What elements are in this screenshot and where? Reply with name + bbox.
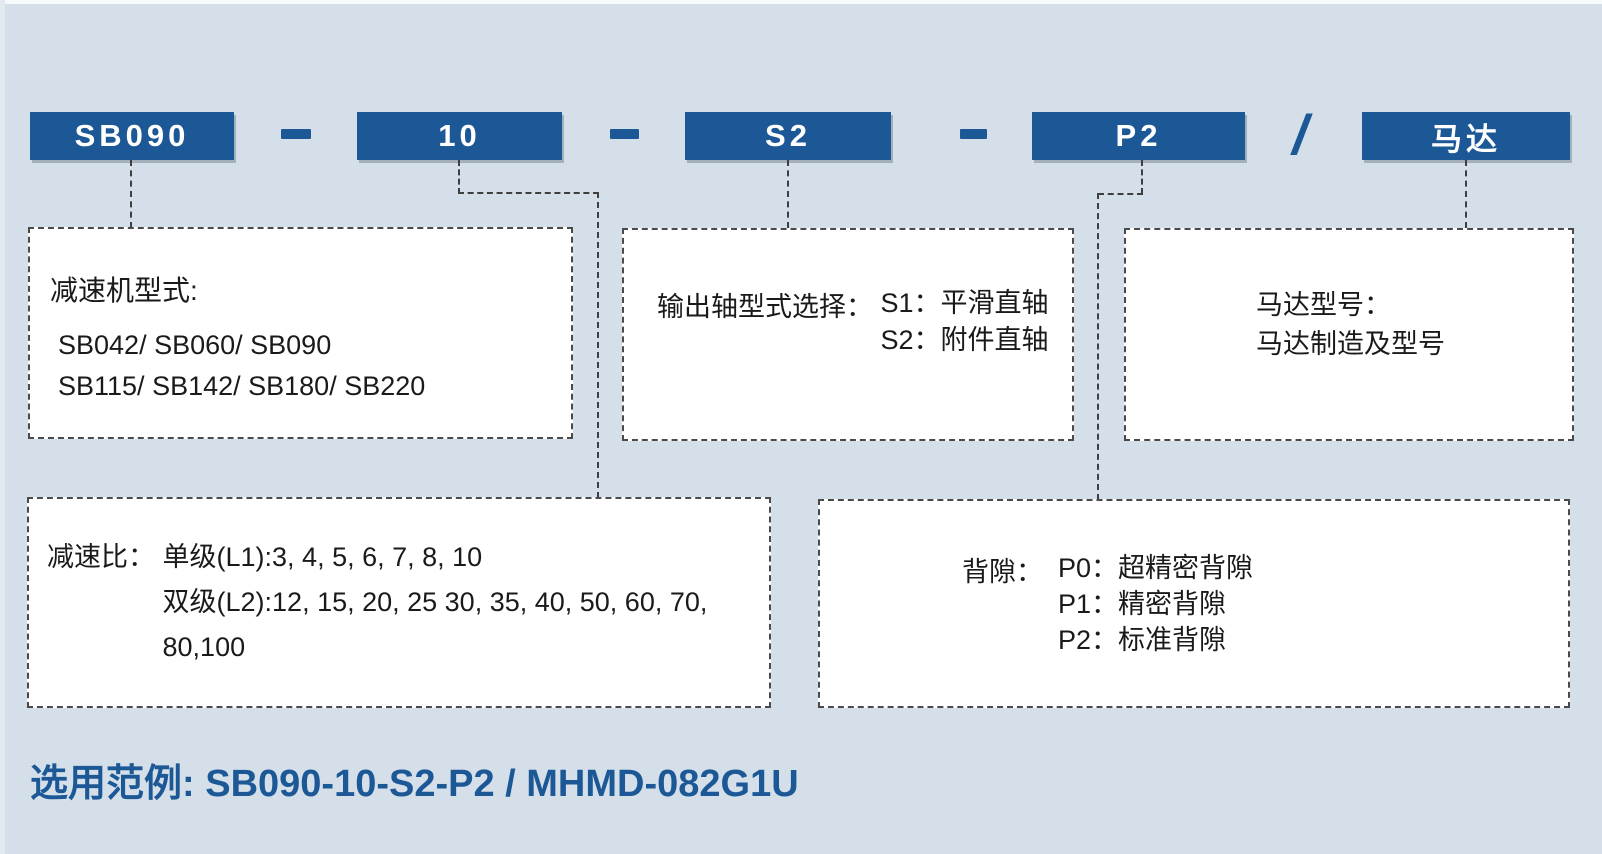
selection-example: 选用范例: SB090-10-S2-P2 / MHMD-082G1U	[30, 752, 799, 807]
ratio-single-stage: 单级(L1):3, 4, 5, 6, 7, 8, 10	[162, 542, 483, 572]
backlash-option: P0：超精密背隙	[1058, 552, 1254, 583]
callout-output-shaft: 输出轴型式选择： S1：平滑直轴 S2：附件直轴	[622, 228, 1074, 441]
selection-example-value: SB090-10-S2-P2 / MHMD-082G1U	[205, 763, 799, 805]
connector-ratio-v2	[597, 192, 599, 498]
code-box-motor: 马达	[1362, 112, 1570, 160]
gear-series-line: SB042/ SB060/ SB090	[58, 330, 332, 360]
code-box-shaft: S2	[685, 112, 891, 160]
output-shaft-label: 输出轴型式选择：	[657, 291, 881, 322]
separator-dash-3	[960, 129, 987, 139]
connector-shaft	[787, 160, 789, 228]
ratio-label: 减速比：	[47, 542, 163, 572]
callout-motor: 马达型号： 马达制造及型号	[1124, 228, 1574, 441]
callout-ratio: 减速比： 单级(L1):3, 4, 5, 6, 7, 8, 10 双级(L2):…	[27, 497, 771, 708]
separator-slash: /	[1292, 102, 1308, 166]
output-shaft-option: S1：平滑直轴	[880, 287, 1049, 318]
ratio-double-stage: 双级(L2):12, 15, 20, 25 30, 35, 40, 50, 60…	[162, 587, 708, 662]
motor-line: 马达型号：	[1256, 289, 1391, 320]
code-box-backlash: P2	[1032, 112, 1245, 160]
callout-gear-series: 减速机型式: SB042/ SB060/ SB090 SB115/ SB142/…	[28, 227, 573, 439]
code-box-series: SB090	[30, 112, 234, 160]
selection-example-label: 选用范例:	[30, 763, 206, 805]
connector-ratio-h	[458, 192, 599, 194]
backlash-label: 背隙：	[962, 556, 1059, 587]
motor-line: 马达制造及型号	[1256, 328, 1445, 359]
connector-ratio-v1	[458, 160, 460, 194]
connector-backlash-v1	[1141, 160, 1143, 194]
separator-dash-2	[610, 129, 639, 139]
gear-series-title: 减速机型式:	[50, 275, 198, 306]
connector-backlash-h	[1098, 193, 1143, 195]
connector-backlash-v2	[1097, 193, 1099, 500]
backlash-option: P1：精密背隙	[1058, 588, 1227, 619]
gear-series-line: SB115/ SB142/ SB180/ SB220	[58, 371, 426, 401]
connector-series	[130, 160, 132, 228]
separator-dash-1	[281, 129, 311, 139]
code-box-ratio: 10	[357, 112, 562, 160]
callout-backlash: 背隙： P0：超精密背隙 P1：精密背隙 P2：标准背隙	[818, 499, 1570, 708]
output-shaft-option: S2：附件直轴	[880, 324, 1049, 355]
backlash-option: P2：标准背隙	[1058, 624, 1227, 655]
connector-motor	[1465, 160, 1467, 228]
